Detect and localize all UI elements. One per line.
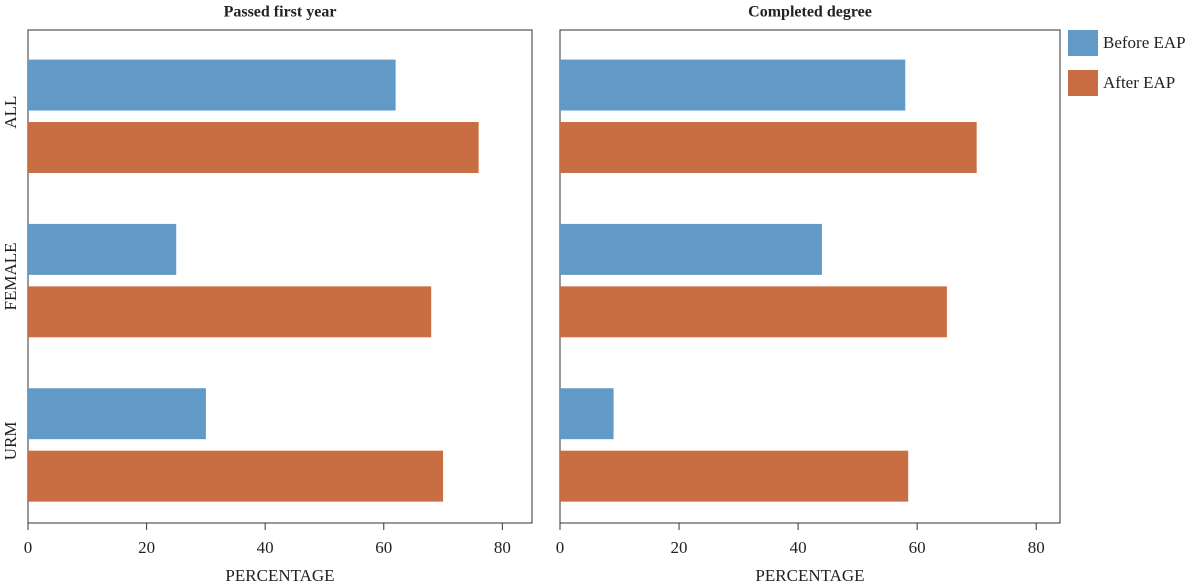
bar — [28, 122, 479, 173]
x-tick-label: 80 — [1028, 538, 1045, 557]
plot-frame — [559, 29, 1061, 524]
bar — [560, 388, 614, 440]
x-tick-label: 40 — [257, 538, 274, 557]
plot-frame — [27, 29, 533, 524]
bar — [28, 223, 177, 275]
bar — [28, 388, 206, 440]
category-label: ALL — [1, 96, 20, 129]
chart-title: Passed first year — [224, 4, 337, 21]
bar — [28, 286, 432, 338]
legend-swatch — [1068, 30, 1098, 56]
x-tick-label: 0 — [24, 538, 33, 557]
legend-label: Before EAP — [1103, 33, 1186, 52]
bar — [560, 286, 947, 338]
x-tick-label: 60 — [375, 538, 392, 557]
bar — [28, 450, 444, 502]
bar — [560, 59, 906, 111]
bar — [560, 223, 822, 275]
x-tick-label: 0 — [556, 538, 565, 557]
category-label: FEMALE — [1, 243, 20, 311]
legend-label: After EAP — [1103, 73, 1175, 92]
bar — [560, 450, 909, 502]
x-tick-label: 20 — [671, 538, 688, 557]
bar — [28, 59, 396, 111]
x-axis-label: PERCENTAGE — [225, 566, 334, 585]
legend-swatch — [1068, 70, 1098, 96]
x-tick-label: 40 — [790, 538, 807, 557]
bar — [560, 122, 977, 173]
chart-title: Completed degree — [748, 4, 872, 21]
category-label: URM — [1, 421, 20, 460]
x-tick-label: 60 — [909, 538, 926, 557]
x-tick-label: 20 — [138, 538, 155, 557]
x-tick-label: 80 — [494, 538, 511, 557]
x-axis-label: PERCENTAGE — [755, 566, 864, 585]
